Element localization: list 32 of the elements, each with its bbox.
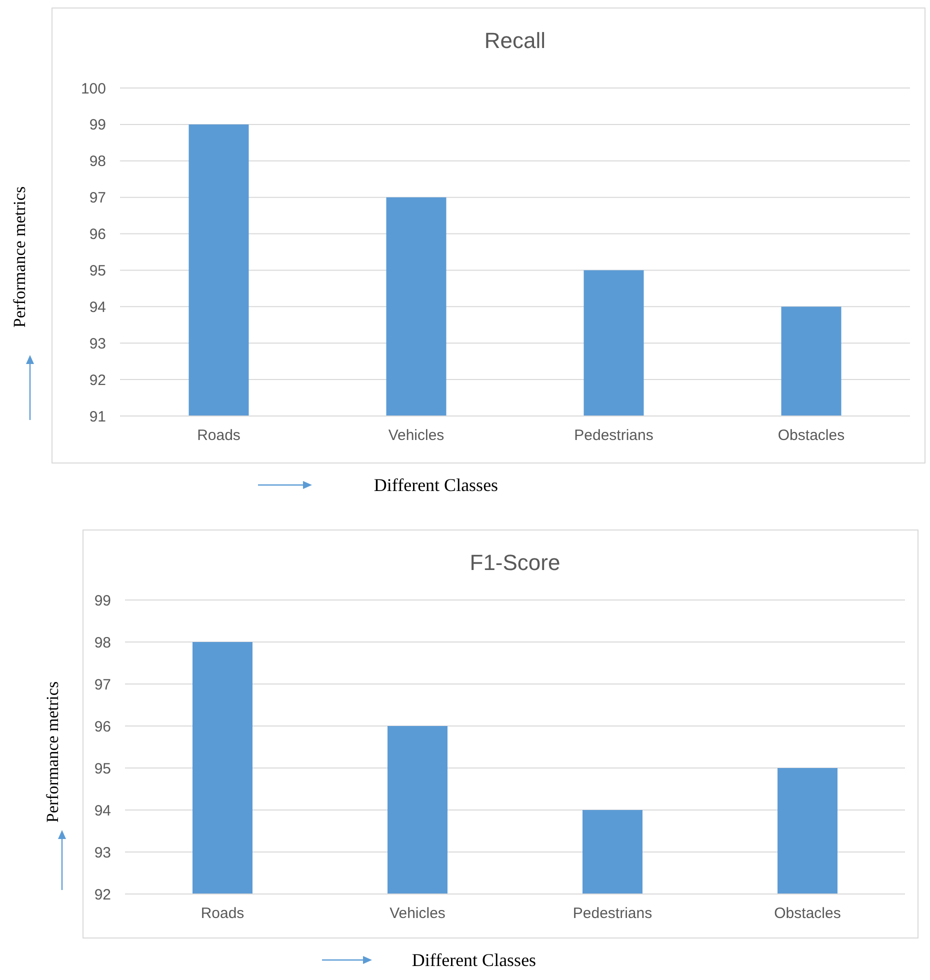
x-tick-label: Pedestrians xyxy=(574,427,654,444)
y-tick-label: 98 xyxy=(94,634,111,652)
x-tick-label: Vehicles xyxy=(388,427,444,444)
x-axis-title: Different Classes xyxy=(374,475,498,495)
y-tick-label: 97 xyxy=(89,190,106,207)
y-tick-label: 93 xyxy=(89,335,106,352)
y-tick-label: 97 xyxy=(94,676,111,694)
x-tick-label: Obstacles xyxy=(778,427,845,444)
y-axis-title: Performance metrics xyxy=(43,681,62,823)
y-tick-label: 92 xyxy=(94,886,111,904)
y-tick-label: 99 xyxy=(89,116,106,134)
y-tick-label: 94 xyxy=(94,802,111,820)
x-tick-label: Pedestrians xyxy=(572,905,652,922)
y-tick-label: 95 xyxy=(89,262,106,280)
y-tick-label: 94 xyxy=(89,298,106,316)
y-tick-label: 92 xyxy=(89,372,106,389)
x-tick-label: Roads xyxy=(197,427,240,444)
y-tick-label: 96 xyxy=(89,226,106,244)
y-tick-label: 96 xyxy=(94,718,111,736)
x-tick-label: Roads xyxy=(200,905,244,922)
y-axis-title: Performance metrics xyxy=(10,186,29,328)
chart-title: Recall xyxy=(484,28,546,53)
y-tick-label: 99 xyxy=(94,592,111,610)
y-tick-label: 91 xyxy=(89,408,106,426)
x-axis-title: Different Classes xyxy=(412,950,536,970)
y-tick-label: 100 xyxy=(80,80,106,98)
y-tick-label: 98 xyxy=(89,153,106,170)
y-tick-label: 93 xyxy=(94,844,111,862)
chart-title: F1-Score xyxy=(470,550,560,575)
x-tick-label: Obstacles xyxy=(774,905,841,922)
x-tick-label: Vehicles xyxy=(390,905,446,922)
y-tick-label: 95 xyxy=(94,760,111,778)
